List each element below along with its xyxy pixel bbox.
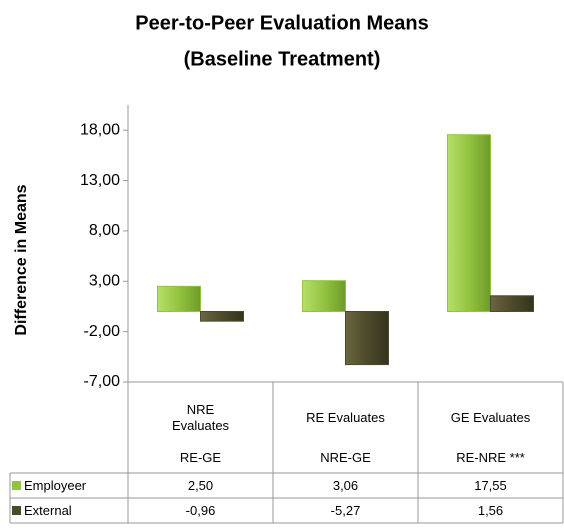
legend-swatch [12,506,21,515]
value-label: 3,06 [273,473,418,498]
y-axis-label: Difference in Means [13,184,30,335]
comparison-label: NRE-GE [273,442,418,473]
value-label: -0,96 [128,498,273,523]
bar [490,295,534,312]
value-label: 2,50 [128,473,273,498]
bar [157,285,201,312]
legend-entry: External [12,498,126,523]
comparison-label: RE-GE [128,442,273,473]
x-tick-label-text: NRE Evaluates [171,402,230,433]
y-tick-label: 3,00 [89,272,120,289]
value-label-box: -5,27 [273,498,418,523]
y-tick-label: -2,00 [84,323,121,340]
legend-swatch [12,481,21,490]
legend-entry: Employeer [12,473,126,498]
y-tick-label: 18,00 [80,121,120,138]
x-tick-label-box: GE Evaluates [449,388,533,448]
comparison-label-box: RE-NRE *** [418,442,563,473]
comparison-label-text: RE-NRE *** [456,449,525,465]
x-tick-label-text: RE Evaluates [306,410,385,425]
chart-title: Peer-to-Peer Evaluation Means [135,12,428,34]
legend-entry-box: Employeer [12,473,126,498]
comparison-label: RE-NRE *** [418,442,563,473]
comparison-label-box: RE-GE [128,442,273,473]
bar [302,280,346,312]
value-label-box: 3,06 [273,473,418,498]
y-tick-label: -7,00 [84,373,121,390]
legend-entry-box: External [12,498,126,523]
value-label-text: 1,56 [477,502,504,518]
value-label-text: 2,50 [187,477,214,493]
x-tick-label-text: GE Evaluates [450,410,531,425]
legend-entry-text: Employeer [24,477,87,493]
legend-entry-text: External [24,502,72,518]
bar [447,134,491,312]
value-label-box: -0,96 [128,498,273,523]
bar [345,310,389,366]
comparison-label-text: RE-GE [179,449,222,465]
comparison-label-box: NRE-GE [273,442,418,473]
value-label: 17,55 [418,473,563,498]
x-tick-label: GE Evaluates [449,388,533,448]
value-label-text: 17,55 [474,477,507,493]
bar [200,310,244,322]
value-label-text: -0,96 [185,502,216,518]
value-label-box: 1,56 [418,498,563,523]
x-tick-label-box: NRE Evaluates [159,388,243,448]
value-label: 1,56 [418,498,563,523]
chart-title: (Baseline Treatment) [184,48,381,70]
value-label-text: 3,06 [332,477,359,493]
x-tick-label-box: RE Evaluates [304,388,388,448]
value-label: -5,27 [273,498,418,523]
x-tick-label: NRE Evaluates [159,388,243,448]
x-tick-label: RE Evaluates [304,388,388,448]
y-tick-label: 8,00 [89,222,120,239]
value-label-box: 2,50 [128,473,273,498]
comparison-label-text: NRE-GE [320,449,371,465]
y-tick-label: 13,00 [80,172,120,189]
value-label-text: -5,27 [330,502,361,518]
value-label-box: 17,55 [418,473,563,498]
